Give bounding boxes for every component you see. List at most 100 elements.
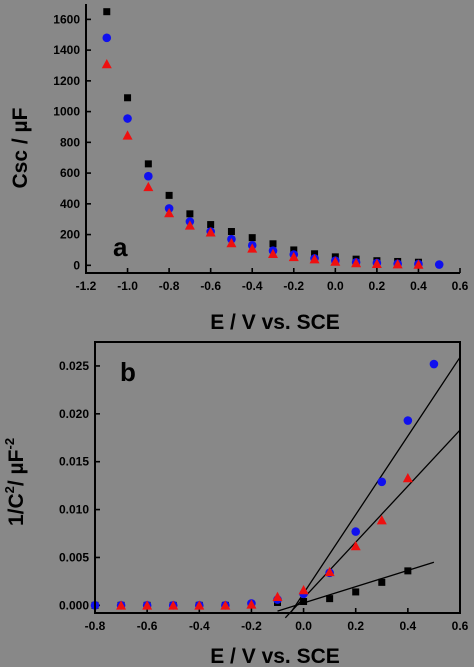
panel-a-x-tick-label: -0.4 [242,279,263,293]
panel-b-y-axis-title: 1/C2/ µF-2 [2,438,28,526]
panel-a-x-tick-label: 0.0 [327,279,344,293]
panel-a-square-point [207,221,215,229]
panel-a-y-tick-label: 800 [60,135,80,149]
panel-b-ylabel-mid: / µF [5,449,28,486]
panel-a-x-tick-label: -0.8 [159,279,180,293]
panel-b-triangle-point [272,591,283,601]
panel-a-square-point [103,8,111,16]
panel-a-x-tick-label: 0.4 [410,279,427,293]
panel-a-square-point [290,246,298,254]
panel-b-circle-point [429,359,439,369]
panel-b-triangle-point [116,600,127,610]
panel-a-axes [85,4,460,274]
panel-a-triangle-point [226,238,237,248]
panel-b-triangle-point [402,472,413,483]
panel-a-x-tick-label: -0.6 [200,279,221,293]
panel-a-label: a [113,232,128,262]
panel-b-x-tick-label: -0.8 [85,619,106,633]
panel-a-y-tick-label: 0 [73,258,80,272]
panel-a-triangle-point [309,254,320,264]
panel-b-triangle-point [168,600,179,610]
panel-a-triangle-point [330,256,341,266]
panel-b-triangle-point [220,600,231,610]
panel-b-frame [94,341,461,614]
panel-a-circle-point [144,171,153,181]
panel-b-square-point [352,588,360,596]
panel-b-triangle-point [324,566,335,577]
panel-b-fit-line [289,356,461,614]
panel-b-square-point [300,598,308,606]
panel-a-square-point [144,160,152,168]
panel-a-square-point [124,94,132,102]
panel-b-x-tick-label: -0.4 [189,619,210,633]
panel-b-triangle-point [142,600,153,610]
panel-a: -1.2 -1.0 -0.8 -0.6 -0.4 -0.2 0.0 0.2 0.4 0.6 0 200… [9,4,469,334]
panel-a-triangle-point [371,258,382,269]
panel-a-triangle-point [288,251,299,262]
panel-a-x-tick-label: -1.2 [76,279,97,293]
panel-a-square-point [311,250,319,258]
panel-b-ylabel-sup2: -2 [2,438,17,450]
panel-b-x-tick-label: -0.6 [137,619,158,633]
panel-a-x-axis-title: E / V vs. SCE [210,311,340,334]
panel-a-x-tick-label: -0.2 [283,279,304,293]
panel-b-square-point [378,578,386,586]
panel-b-circle-point [351,527,361,536]
panel-a-y-tick-label: 1600 [53,12,80,26]
panel-b-ylabel-main: 1/C [5,493,28,526]
panel-b-x-tick-label: 0.6 [452,619,469,633]
panel-b-y-tick-label: 0.025 [59,359,89,373]
panel-b-ticks: -0.8 -0.6 -0.4 -0.2 0.0 0.2 0.4 0.6 0.000 0.005 0.… [59,359,469,633]
panel-a-x-tick-label: 0.6 [452,279,469,293]
panel-b-x-tick-label: 0.2 [347,619,364,633]
panel-b-circle-point [403,416,413,425]
panel-b-x-tick-label: -0.2 [241,619,262,633]
panel-b-y-tick-label: 0.020 [59,407,89,421]
panel-a-circle-point [123,114,132,123]
panel-b-triangle-point [376,515,387,525]
panel-a-x-tick-label: -1.0 [117,279,138,293]
panel-b-x-tick-label: 0.0 [295,619,312,633]
panel-a-circle-point [102,33,112,43]
panel-b-y-tick-label: 0.005 [59,550,89,564]
panel-a-y-tick-label: 1000 [53,105,80,119]
panel-a-triangle-point [392,259,403,269]
panel-b-triangle-point [350,540,361,551]
panel-a-square-point [165,191,173,199]
panel-a-y-tick-label: 400 [60,197,80,211]
panel-a-y-tick-label: 200 [60,228,80,242]
panel-b-triangle-point [246,599,257,609]
panel-a-triangle-point [247,243,258,253]
panel-a-square-point [227,227,235,235]
panel-b-fit-line [284,429,461,619]
panel-a-triangle-point [122,130,133,140]
panel-a-square-point [269,240,277,248]
panel-a-triangle-point [184,220,195,230]
panel-b-triangle-point [298,585,309,595]
panel-a-triangle-point [101,58,112,69]
panel-b-square-point [326,595,334,603]
panel-a-circle-point [434,260,444,269]
panel-b-label: b [120,357,136,387]
panel-a-marks [101,8,444,269]
panel-b-y-tick-label: 0.015 [59,455,89,469]
panel-b-ylabel-sup1: 2 [2,486,17,493]
panel-a-square-point [186,210,194,218]
panel-a-x-tick-label: 0.2 [369,279,386,293]
panel-a-triangle-point [413,259,424,269]
panel-a-ticks: -1.2 -1.0 -0.8 -0.6 -0.4 -0.2 0.0 0.2 0.4 0.6 0 200… [53,12,468,293]
panel-b: -0.8 -0.6 -0.4 -0.2 0.0 0.2 0.4 0.6 0.000 0.005 0.… [2,341,469,667]
panel-b-circle-point [377,477,387,487]
panel-a-y-axis-title: Csc / µF [9,107,32,188]
panel-b-x-axis-title: E / V vs. SCE [210,645,340,667]
panel-a-y-tick-label: 1200 [53,74,80,88]
panel-a-y-tick-label: 600 [60,166,80,180]
panel-a-triangle-point [164,208,175,218]
panel-b-y-tick-label: 0.010 [59,503,89,517]
panel-b-y-tick-label: 0.000 [59,598,89,612]
panel-a-triangle-point [351,258,362,268]
panel-b-triangle-point [194,600,205,610]
panel-b-x-tick-label: 0.4 [400,619,417,633]
